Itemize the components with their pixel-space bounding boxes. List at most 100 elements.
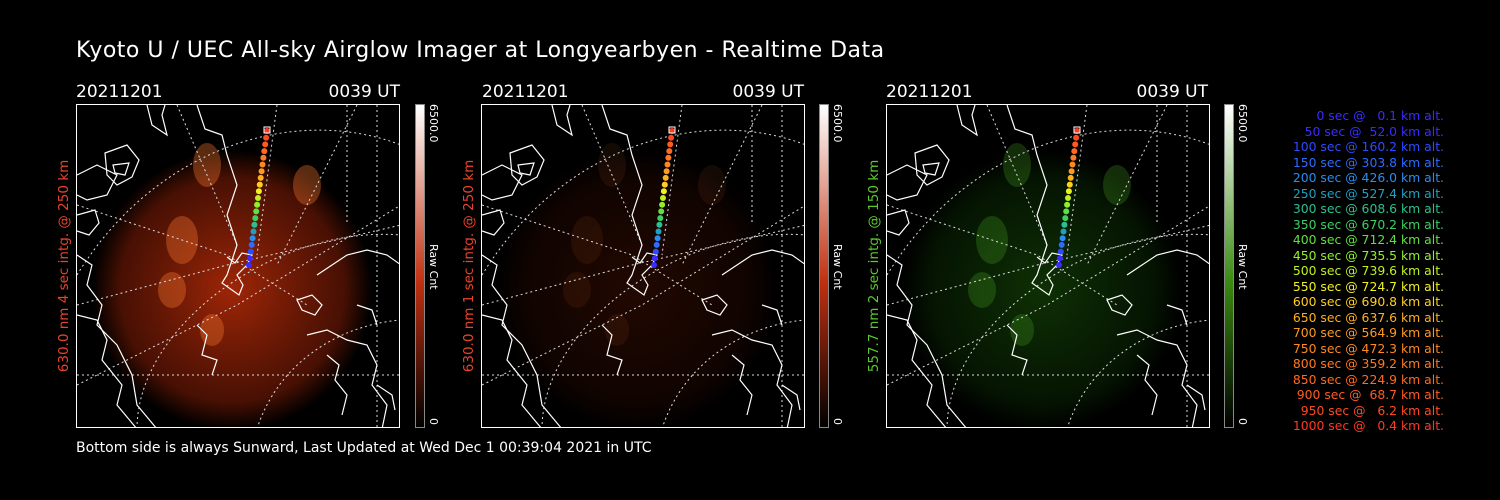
panel-2-cbar-unit: Raw Cnt [831, 244, 844, 290]
trajectory-point [665, 154, 672, 161]
trajectory-point [1069, 161, 1076, 168]
trajectory-point [1063, 208, 1070, 215]
trajectory-point [668, 134, 675, 141]
legend-row: 400 sec @ 712.4 km alt. [1292, 232, 1444, 247]
trajectory-point [651, 255, 658, 262]
trajectory-track [1056, 126, 1081, 268]
trajectory-point [1060, 228, 1067, 235]
legend-row: 100 sec @ 160.2 km alt. [1292, 139, 1444, 154]
panel-3-time: 0039 UT [1136, 82, 1209, 102]
legend-row: 0 sec @ 0.1 km alt. [1316, 108, 1444, 123]
legend-row: 50 sec @ 52.0 km alt. [1304, 123, 1444, 139]
trajectory-point [258, 168, 265, 175]
trajectory-point [1067, 174, 1074, 181]
trajectory-point [664, 161, 671, 168]
trajectory-point [1058, 241, 1065, 248]
trajectory-point [1072, 141, 1079, 148]
legend-row: 850 sec @ 224.9 km alt. [1292, 371, 1444, 387]
allsky-glow [497, 143, 777, 427]
trajectory-point [251, 221, 258, 228]
trajectory-point [666, 148, 673, 155]
trajectory-point [246, 262, 252, 268]
trajectory-point [259, 161, 266, 168]
trajectory-track [651, 126, 676, 268]
panel-1-cbar-unit: Raw Cnt [427, 244, 440, 290]
panel-1-cbar-max: 6500.0 [427, 104, 440, 143]
panel-2-image [481, 104, 805, 428]
trajectory-point [656, 221, 663, 228]
trajectory-point [651, 262, 657, 268]
trajectory-point [657, 215, 664, 222]
trajectory-point [1056, 262, 1062, 268]
legend-row: 300 sec @ 608.6 km alt. [1292, 201, 1444, 216]
legend-row: 250 sec @ 527.4 km alt. [1292, 185, 1444, 201]
trajectory-point [660, 188, 667, 195]
trajectory-point [254, 201, 261, 208]
panel-1-side-label: 630.0 nm 4 sec intg. @ 250 km [56, 159, 72, 373]
legend-row: 350 sec @ 670.2 km alt. [1292, 216, 1444, 232]
trajectory-point [260, 154, 267, 161]
panel-1-colorbar [415, 104, 425, 428]
trajectory-point [1061, 221, 1068, 228]
trajectory-point [262, 141, 269, 148]
trajectory-point [250, 228, 257, 235]
panel-1-time: 0039 UT [328, 82, 401, 102]
allsky-glow [92, 143, 372, 427]
trajectory-point [1070, 154, 1077, 161]
trajectory-point [247, 248, 254, 255]
legend-row: 800 sec @ 359.2 km alt. [1292, 356, 1444, 371]
legend-row: 700 sec @ 564.9 km alt. [1292, 325, 1444, 340]
panel-1-cbar-min: 0 [427, 418, 440, 425]
trajectory-point [654, 235, 661, 242]
trajectory-point [655, 228, 662, 235]
legend-row: 450 sec @ 735.5 km alt. [1292, 247, 1444, 263]
trajectory-point [255, 195, 261, 201]
panel-2-date: 20211201 [482, 82, 569, 102]
trajectory-point [1056, 255, 1063, 262]
trajectory-point [652, 248, 659, 255]
trajectory-point [658, 208, 665, 215]
trajectory-point [1064, 201, 1071, 208]
trajectory-point [252, 215, 259, 222]
panel-2-cbar-max: 6500.0 [831, 104, 844, 143]
trajectory-point [660, 195, 666, 201]
panel-2-colorbar [819, 104, 829, 428]
panel-3-image [886, 104, 1210, 428]
trajectory-point [249, 235, 256, 242]
trajectory-point [1071, 148, 1078, 155]
panel-3-colorbar [1224, 104, 1234, 428]
panel-3-cbar-max: 6500.0 [1236, 104, 1249, 143]
legend-row: 650 sec @ 637.6 km alt. [1292, 309, 1444, 325]
legend-row: 500 sec @ 739.6 km alt. [1292, 263, 1444, 278]
trajectory-point [246, 255, 253, 262]
trajectory-track [246, 126, 271, 268]
panel-1-image [76, 104, 400, 428]
trajectory-point [1073, 134, 1080, 141]
trajectory-point [1057, 248, 1064, 255]
legend-row: 950 sec @ 6.2 km alt. [1300, 402, 1444, 418]
footer-status: Bottom side is always Sunward, Last Upda… [76, 440, 652, 456]
trajectory-point [667, 141, 674, 148]
trajectory-point [659, 201, 666, 208]
panel-3-cbar-min: 0 [1236, 418, 1249, 425]
legend-row: 1000 sec @ 0.4 km alt. [1292, 418, 1444, 433]
trajectory-point [263, 134, 270, 141]
panel-3-date: 20211201 [886, 82, 973, 102]
legend-row: 550 sec @ 724.7 km alt. [1292, 278, 1444, 294]
trajectory-point [1065, 188, 1072, 195]
trajectory-point [253, 208, 260, 215]
trajectory-point [661, 181, 668, 188]
trajectory-point [261, 148, 268, 155]
legend-row: 750 sec @ 472.3 km alt. [1292, 340, 1444, 356]
panel-2-time: 0039 UT [732, 82, 805, 102]
legend-row: 150 sec @ 303.8 km alt. [1292, 154, 1444, 170]
legend-row: 900 sec @ 68.7 km alt. [1296, 387, 1444, 402]
page-title: Kyoto U / UEC All-sky Airglow Imager at … [76, 38, 885, 63]
trajectory-point [257, 174, 264, 181]
trajectory-legend: 0 sec @ 0.1 km alt. 50 sec @ 52.0 km alt.… [1258, 108, 1444, 434]
trajectory-point [256, 181, 263, 188]
trajectory-point [248, 241, 255, 248]
panel-2-cbar-min: 0 [831, 418, 844, 425]
trajectory-point [653, 241, 660, 248]
trajectory-point [1068, 168, 1075, 175]
